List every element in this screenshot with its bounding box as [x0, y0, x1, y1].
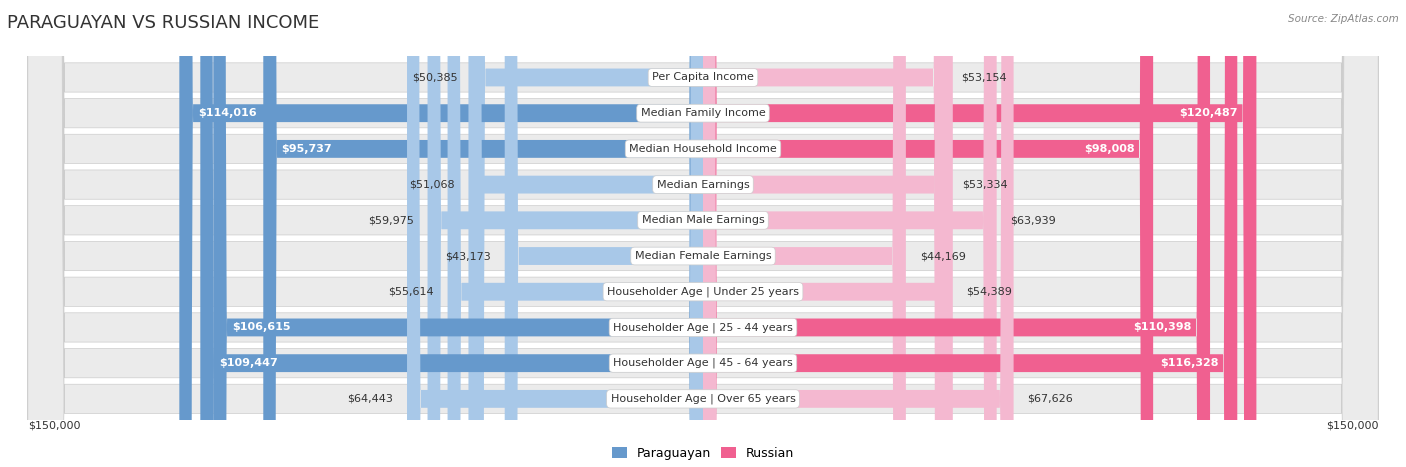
Text: $98,008: $98,008: [1084, 144, 1135, 154]
Text: Median Earnings: Median Earnings: [657, 180, 749, 190]
FancyBboxPatch shape: [703, 0, 1014, 467]
FancyBboxPatch shape: [180, 0, 703, 467]
FancyBboxPatch shape: [703, 0, 1237, 467]
Text: $53,334: $53,334: [962, 180, 1007, 190]
FancyBboxPatch shape: [28, 0, 1378, 467]
Text: Source: ZipAtlas.com: Source: ZipAtlas.com: [1288, 14, 1399, 24]
FancyBboxPatch shape: [703, 0, 1153, 467]
Text: $95,737: $95,737: [281, 144, 332, 154]
FancyBboxPatch shape: [214, 0, 703, 467]
Text: Householder Age | 45 - 64 years: Householder Age | 45 - 64 years: [613, 358, 793, 368]
FancyBboxPatch shape: [28, 0, 1378, 467]
Text: $53,154: $53,154: [960, 72, 1007, 83]
FancyBboxPatch shape: [28, 0, 1378, 467]
Text: Median Male Earnings: Median Male Earnings: [641, 215, 765, 225]
Text: $43,173: $43,173: [446, 251, 491, 261]
FancyBboxPatch shape: [263, 0, 703, 467]
FancyBboxPatch shape: [406, 0, 703, 467]
Text: Median Household Income: Median Household Income: [628, 144, 778, 154]
Text: Householder Age | 25 - 44 years: Householder Age | 25 - 44 years: [613, 322, 793, 333]
Text: Per Capita Income: Per Capita Income: [652, 72, 754, 83]
Text: Householder Age | Over 65 years: Householder Age | Over 65 years: [610, 394, 796, 404]
Text: Householder Age | Under 25 years: Householder Age | Under 25 years: [607, 286, 799, 297]
Text: $51,068: $51,068: [409, 180, 454, 190]
FancyBboxPatch shape: [28, 0, 1378, 467]
Text: $50,385: $50,385: [412, 72, 458, 83]
Legend: Paraguayan, Russian: Paraguayan, Russian: [607, 442, 799, 465]
Text: PARAGUAYAN VS RUSSIAN INCOME: PARAGUAYAN VS RUSSIAN INCOME: [7, 14, 319, 32]
Text: $44,169: $44,169: [920, 251, 966, 261]
Text: $67,626: $67,626: [1028, 394, 1073, 404]
FancyBboxPatch shape: [505, 0, 703, 467]
Text: $64,443: $64,443: [347, 394, 394, 404]
FancyBboxPatch shape: [28, 0, 1378, 467]
Text: $106,615: $106,615: [232, 322, 290, 333]
Text: $55,614: $55,614: [388, 287, 434, 297]
Text: $109,447: $109,447: [219, 358, 277, 368]
FancyBboxPatch shape: [447, 0, 703, 467]
FancyBboxPatch shape: [703, 0, 1211, 467]
Text: $150,000: $150,000: [1326, 420, 1378, 430]
FancyBboxPatch shape: [427, 0, 703, 467]
FancyBboxPatch shape: [703, 0, 905, 467]
FancyBboxPatch shape: [703, 0, 948, 467]
FancyBboxPatch shape: [28, 0, 1378, 467]
Text: $116,328: $116,328: [1160, 358, 1219, 368]
FancyBboxPatch shape: [703, 0, 1257, 467]
Text: $63,939: $63,939: [1011, 215, 1056, 225]
Text: $120,487: $120,487: [1180, 108, 1239, 118]
FancyBboxPatch shape: [28, 0, 1378, 467]
FancyBboxPatch shape: [28, 0, 1378, 467]
Text: $150,000: $150,000: [28, 420, 80, 430]
FancyBboxPatch shape: [468, 0, 703, 467]
Text: $110,398: $110,398: [1133, 322, 1192, 333]
Text: $114,016: $114,016: [198, 108, 256, 118]
FancyBboxPatch shape: [28, 0, 1378, 467]
Text: $54,389: $54,389: [966, 287, 1012, 297]
FancyBboxPatch shape: [28, 0, 1378, 467]
FancyBboxPatch shape: [703, 0, 953, 467]
Text: $59,975: $59,975: [368, 215, 413, 225]
FancyBboxPatch shape: [703, 0, 997, 467]
FancyBboxPatch shape: [703, 0, 948, 467]
FancyBboxPatch shape: [200, 0, 703, 467]
Text: Median Female Earnings: Median Female Earnings: [634, 251, 772, 261]
Text: Median Family Income: Median Family Income: [641, 108, 765, 118]
FancyBboxPatch shape: [471, 0, 703, 467]
